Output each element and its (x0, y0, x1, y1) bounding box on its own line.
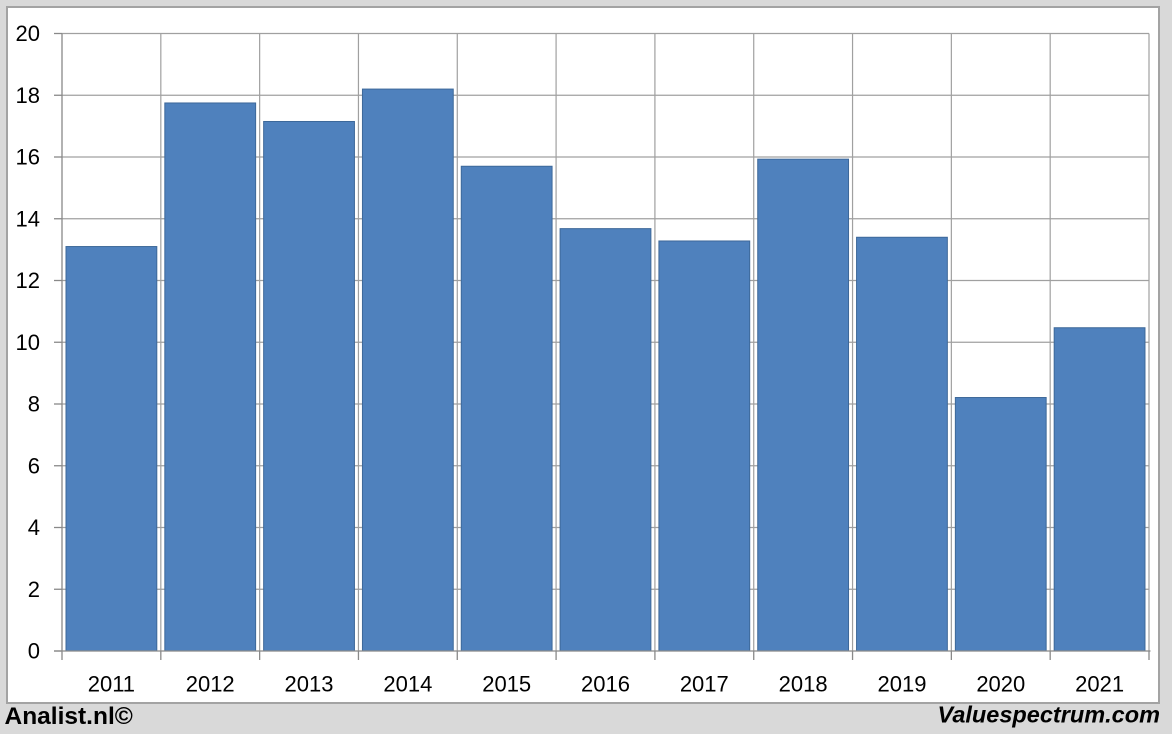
svg-text:2016: 2016 (581, 672, 630, 697)
svg-text:2014: 2014 (383, 672, 432, 697)
svg-text:10: 10 (16, 330, 40, 355)
svg-text:2021: 2021 (1075, 672, 1124, 697)
svg-text:2019: 2019 (878, 672, 927, 697)
svg-text:Analist.nl©: Analist.nl© (5, 703, 133, 730)
svg-text:20: 20 (16, 21, 40, 46)
svg-text:2020: 2020 (976, 672, 1025, 697)
svg-text:2: 2 (28, 577, 40, 602)
svg-text:12: 12 (16, 268, 40, 293)
svg-text:6: 6 (28, 453, 40, 478)
svg-text:Valuespectrum.com: Valuespectrum.com (938, 702, 1160, 728)
svg-text:2011: 2011 (88, 672, 135, 697)
svg-text:2015: 2015 (482, 672, 531, 697)
svg-text:18: 18 (16, 83, 40, 108)
svg-text:16: 16 (16, 145, 40, 170)
svg-text:2013: 2013 (285, 672, 334, 697)
svg-text:2018: 2018 (779, 672, 828, 697)
svg-text:8: 8 (28, 392, 40, 417)
svg-text:2017: 2017 (680, 672, 729, 697)
svg-text:14: 14 (16, 206, 40, 231)
svg-text:4: 4 (28, 515, 40, 540)
svg-text:2012: 2012 (186, 672, 235, 697)
svg-text:0: 0 (28, 639, 40, 664)
